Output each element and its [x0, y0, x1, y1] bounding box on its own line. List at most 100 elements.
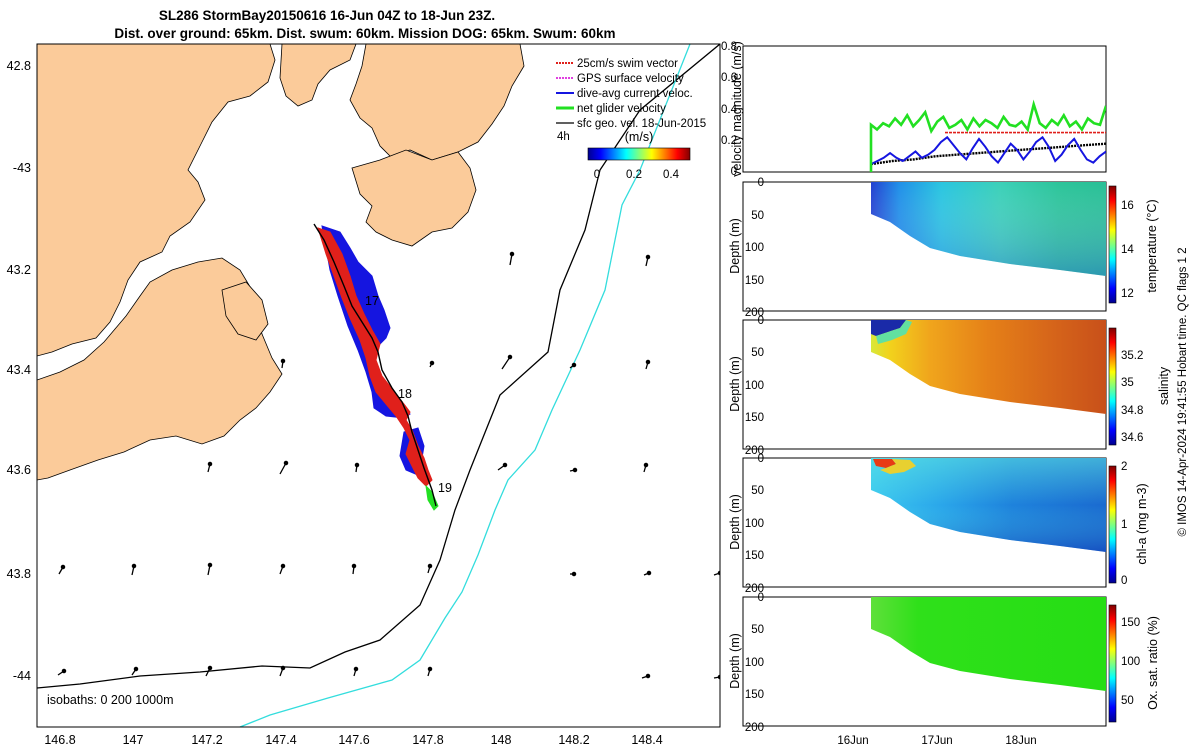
isobath-1000m — [239, 44, 691, 727]
chlorophyll-cbar-tick: 2 — [1121, 461, 1127, 473]
salinity-cbar-tick: 35 — [1121, 377, 1134, 389]
map-x-tick: 148.4 — [631, 733, 662, 747]
map-x-tick: 148 — [491, 733, 512, 747]
legend-item-gps: GPS surface velocity — [556, 73, 684, 85]
oxygen-y-tick: 100 — [745, 657, 764, 669]
salinity-cbar-tick: 34.6 — [1121, 432, 1143, 444]
chlorophyll-colorbar — [1108, 465, 1117, 584]
oxygen-colorbar — [1108, 604, 1117, 723]
salinity-y-tick: 200 — [745, 445, 764, 457]
temperature-y-tick: 50 — [751, 210, 764, 222]
sfc-arrow — [569, 362, 577, 369]
sfc-arrow — [501, 354, 513, 370]
temperature-field-depth-shade — [871, 182, 1106, 276]
oxygen-y-tick: 0 — [758, 592, 764, 604]
salinity-fresh-edge — [876, 320, 912, 344]
oxygen-cbar-label: Ox. sat. ratio (%) — [1146, 616, 1160, 710]
sfc-arrow — [569, 467, 578, 473]
chlorophyll-panel: 0 1 2 chl-a (mg m-3) 0 50 100 150 200 De… — [728, 453, 1149, 595]
chlorophyll-y-tick: 50 — [751, 485, 764, 497]
sfc-arrow — [497, 462, 508, 471]
sfc-arrow — [643, 570, 652, 576]
sfc-arrow — [280, 358, 286, 369]
oxygen-y-tick: 150 — [745, 689, 764, 701]
chlorophyll-bloom-halo — [880, 459, 916, 474]
sfc-arrow — [279, 665, 286, 677]
sfc-arrow — [645, 359, 651, 370]
map-y-tick: 42.8 — [7, 59, 31, 73]
sfc-arrow — [131, 666, 139, 676]
map-y-tick: 43.2 — [7, 263, 31, 277]
temperature-cbar-label: temperature (°C) — [1145, 199, 1159, 292]
salinity-cbar-tick: 34.8 — [1121, 405, 1143, 417]
colorbar-unit-label: (m/s) — [625, 130, 653, 144]
chlorophyll-cbar-tick: 1 — [1121, 519, 1127, 531]
map-y-tick: 43.4 — [7, 363, 31, 377]
salinity-colorbar — [1108, 327, 1117, 446]
legend-label: dive-avg current veloc. — [577, 88, 693, 100]
legend-item-swim: 25cm/s swim vector — [556, 58, 678, 70]
chlorophyll-y-tick: 150 — [745, 550, 764, 562]
sfc-arrow — [279, 563, 286, 575]
chlorophyll-y-tick: 100 — [745, 518, 764, 530]
map-frame — [36, 43, 721, 728]
land-northwest — [37, 44, 276, 357]
chlorophyll-cbar-label: chl-a (mg m-3) — [1135, 483, 1149, 564]
day-label-17: 17 — [365, 294, 379, 308]
map-y-tick: 43.8 — [7, 567, 31, 581]
map-y-tick: -43 — [13, 161, 31, 175]
colorbar-tick: 0.4 — [663, 169, 680, 181]
map-content: 17 18 19 isobaths: 0 200 1000m — [37, 44, 720, 727]
temperature-y-tick: 150 — [745, 275, 764, 287]
vel-y-tick: 0.6 — [721, 72, 737, 84]
figure-title-line2: Dist. over ground: 65km. Dist. swum: 60k… — [114, 26, 615, 41]
legend-scale-label: 4h — [557, 131, 570, 143]
temperature-cbar-tick: 12 — [1121, 288, 1134, 300]
time-tick: 18Jun — [1005, 735, 1036, 747]
isobath-label: isobaths: 0 200 1000m — [47, 693, 173, 707]
chlorophyll-y-tick: 200 — [745, 583, 764, 595]
sfc-arrow — [570, 571, 577, 577]
salinity-y-tick: 150 — [745, 412, 764, 424]
chlorophyll-surface-bloom — [873, 459, 896, 468]
sfc-arrow — [205, 665, 213, 677]
map-x-tick: 147.6 — [338, 733, 369, 747]
chlorophyll-field-depth-shade — [871, 458, 1106, 552]
salinity-field — [871, 320, 1106, 414]
sfc-arrow — [354, 462, 360, 473]
isobath-200m — [37, 44, 720, 689]
sfc-arrow — [509, 251, 515, 266]
map-y-tick: 43.6 — [7, 463, 31, 477]
colorbar-tick: 0.2 — [626, 169, 642, 181]
vel-y-tick: 0 — [731, 166, 737, 178]
oxygen-panel: 50 100 150 Ox. sat. ratio (%) 0 50 100 1… — [728, 592, 1160, 734]
salinity-cbar-tick: 35.2 — [1121, 350, 1143, 362]
colorbar-tick: 0 — [594, 169, 600, 181]
legend-item-current: dive-avg current veloc. — [556, 88, 693, 100]
vel-y-label: velocity magnitude (m/s) — [730, 41, 744, 176]
credit-text: © IMOS 14-Apr-2024 19:41:55 Hobart time.… — [1177, 247, 1189, 536]
time-axis: 16Jun 17Jun 18Jun — [837, 735, 1036, 747]
velocity-series-net — [869, 99, 1106, 172]
legend-label: GPS surface velocity — [577, 73, 684, 85]
map-x-tick: 147 — [123, 733, 144, 747]
sfc-arrow — [207, 562, 213, 576]
sfc-arrow — [427, 666, 433, 677]
land-southwest — [37, 257, 283, 481]
temperature-cbar-tick: 14 — [1121, 244, 1134, 256]
day-label-19: 19 — [438, 481, 452, 495]
sfc-arrow — [645, 254, 651, 267]
sfc-arrow — [351, 563, 357, 575]
sfc-arrow — [58, 564, 66, 575]
temperature-colorbar — [1108, 185, 1117, 304]
temperature-y-tick: 0 — [758, 177, 764, 189]
glider-track-line — [313, 223, 437, 507]
figure-title-line1: SL286 StormBay20150616 16-Jun 04Z to 18-… — [159, 8, 495, 23]
vel-y-tick: 0.4 — [721, 104, 738, 116]
temperature-y-tick: 200 — [745, 307, 764, 319]
land-south-island — [221, 281, 269, 341]
velocity-plot-area — [869, 99, 1106, 172]
sfc-arrow — [131, 563, 137, 576]
oxygen-y-tick: 50 — [751, 624, 764, 636]
time-tick: 17Jun — [921, 735, 952, 747]
